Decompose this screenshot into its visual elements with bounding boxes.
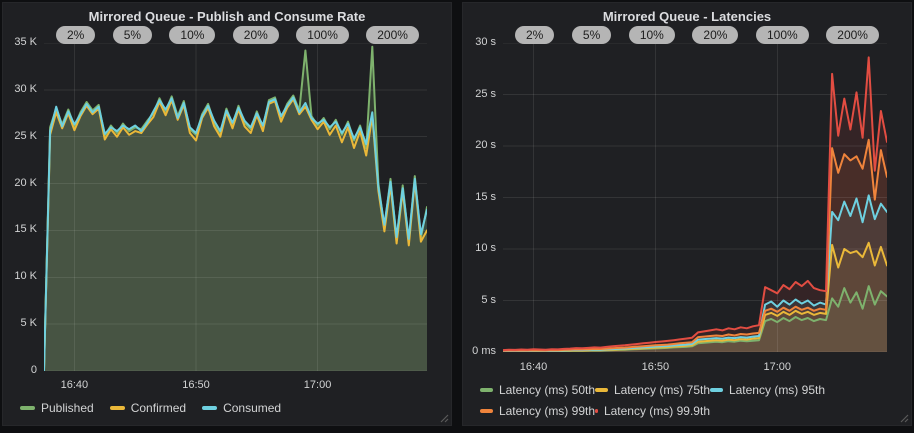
panel-latencies: Mirrored Queue - Latencies 2% 5% 10% 20% 100… [462, 2, 912, 426]
x-tick-label: 16:40 [519, 361, 548, 373]
series-area-latency-ms-99-9th [503, 57, 887, 352]
series-area-confirmed [44, 99, 427, 371]
legend-label: Latency (ms) 99.9th [603, 404, 710, 418]
legend-item-latency-ms-99th[interactable]: Latency (ms) 99th [480, 404, 595, 418]
annotation-badge-20[interactable]: 20% [232, 26, 279, 44]
annotation-badge-200[interactable]: 200% [826, 26, 879, 44]
legend-item-latency-ms-75th[interactable]: Latency (ms) 75th [595, 383, 710, 397]
annotation-badge-5[interactable]: 5% [112, 26, 153, 44]
series-line-confirmed [44, 98, 427, 371]
annotation-badge-100[interactable]: 100% [756, 26, 809, 44]
legend-color-dash [20, 406, 35, 410]
legend-color-dash [480, 388, 493, 392]
series-line-consumed [44, 96, 427, 371]
x-tick-label: 17:00 [763, 361, 792, 373]
y-tick-label: 15 s [475, 190, 496, 203]
y-tick-label: 5 s [481, 293, 496, 306]
legend-color-dash [595, 409, 598, 413]
annotation-badge-20[interactable]: 20% [692, 26, 739, 44]
y-tick-label: 15 K [14, 223, 37, 236]
annotation-badges: 2% 5% 10% 20% 100% 200% [56, 26, 419, 44]
annotation-badges: 2% 5% 10% 20% 100% 200% [515, 26, 879, 44]
series-area-latency-ms-50th [503, 286, 887, 352]
legend: Published Confirmed Consumed [20, 401, 444, 422]
y-tick-label: 25 K [14, 129, 37, 142]
legend-color-dash [480, 409, 493, 413]
legend: Latency (ms) 50th Latency (ms) 75th Latenc… [480, 383, 904, 425]
legend-item-confirmed[interactable]: Confirmed [109, 401, 187, 415]
legend-item-latency-ms-95th[interactable]: Latency (ms) 95th [710, 383, 825, 397]
annotation-badge-5[interactable]: 5% [571, 26, 612, 44]
annotation-badge-200[interactable]: 200% [366, 26, 419, 44]
x-tick-label: 17:00 [303, 379, 332, 391]
plot-area: 2% 5% 10% 20% 100% 200% [44, 26, 427, 371]
y-tick-label: 10 K [14, 270, 37, 283]
panel-title[interactable]: Mirrored Queue - Latencies [602, 9, 772, 24]
legend-color-dash [595, 388, 608, 392]
y-tick-label: 5 K [20, 317, 37, 330]
panel-title[interactable]: Mirrored Queue - Publish and Consume Rat… [88, 9, 366, 24]
annotation-badge-10[interactable]: 10% [628, 26, 675, 44]
chart-plot[interactable] [503, 43, 887, 352]
series-area-latency-ms-75th [503, 242, 887, 352]
y-tick-label: 10 s [475, 242, 496, 254]
legend-label: Latency (ms) 95th [728, 383, 825, 397]
panel-resize-handle[interactable] [900, 414, 909, 423]
x-tick-label: 16:50 [641, 361, 670, 373]
y-tick-label: 0 [30, 364, 37, 376]
annotation-badge-2[interactable]: 2% [515, 26, 555, 44]
annotation-badge-2[interactable]: 2% [56, 26, 96, 44]
legend-label: Consumed [223, 401, 282, 415]
y-tick-label: 30 s [475, 36, 496, 48]
legend-item-latency-ms-50th[interactable]: Latency (ms) 50th [480, 383, 595, 397]
y-tick-label: 25 s [475, 87, 496, 100]
legend-label: Latency (ms) 75th [613, 383, 710, 397]
legend-label: Latency (ms) 99th [498, 404, 595, 418]
y-tick-label: 20 s [475, 139, 496, 151]
legend-label: Latency (ms) 50th [498, 383, 595, 397]
annotation-badge-100[interactable]: 100% [296, 26, 349, 44]
panel-publish-consume-rate: Mirrored Queue - Publish and Consume Rat… [2, 2, 452, 426]
y-tick-label: 30 K [14, 82, 37, 95]
series-line-latency-ms-99th [503, 138, 887, 352]
legend-label: Published [41, 401, 94, 415]
y-tick-label: 20 K [14, 176, 37, 189]
legend-item-published[interactable]: Published [20, 401, 94, 415]
legend-item-consumed[interactable]: Consumed [202, 401, 281, 415]
legend-label: Confirmed [130, 401, 187, 415]
y-tick-label: 0 ms [472, 345, 496, 357]
plot-area: 2% 5% 10% 20% 100% 200% [503, 26, 887, 352]
annotation-badge-10[interactable]: 10% [169, 26, 216, 44]
series-area-consumed [44, 97, 427, 371]
chart-plot[interactable] [44, 43, 427, 371]
x-tick-label: 16:40 [60, 379, 89, 391]
legend-color-dash [109, 406, 125, 410]
x-tick-label: 16:50 [182, 379, 210, 391]
series-area-latency-ms-99th [503, 139, 887, 352]
y-tick-label: 35 K [14, 36, 37, 48]
legend-color-dash [202, 406, 218, 410]
legend-item-latency-ms-99-9th[interactable]: Latency (ms) 99.9th [595, 404, 710, 418]
panel-resize-handle[interactable] [440, 414, 449, 423]
series-line-latency-ms-99-9th [503, 56, 887, 352]
legend-color-dash [710, 388, 723, 392]
